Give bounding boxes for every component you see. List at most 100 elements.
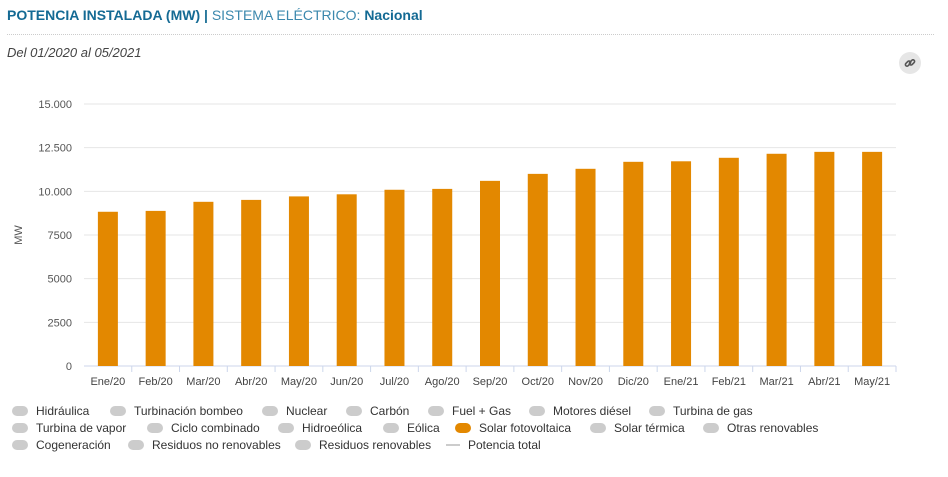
bar: [623, 161, 644, 366]
title-separator: |: [200, 7, 212, 23]
x-tick-label: May/21: [854, 376, 890, 388]
legend-swatch: [278, 423, 294, 433]
legend-item[interactable]: Ciclo combinado: [147, 421, 260, 435]
x-tick-label: Feb/21: [712, 376, 746, 388]
x-tick-label: Jul/20: [380, 376, 409, 388]
x-tick-label: Ago/20: [425, 376, 460, 388]
bar: [193, 201, 214, 366]
legend-label: Turbinación bombeo: [134, 404, 243, 418]
bar: [575, 168, 596, 366]
x-tick-label: Mar/20: [186, 376, 220, 388]
legend-swatch: [383, 423, 399, 433]
legend-label: Residuos renovables: [319, 438, 432, 452]
bar: [145, 210, 166, 366]
x-tick-label: Nov/20: [568, 376, 603, 388]
bar: [288, 196, 309, 366]
link-button[interactable]: [899, 52, 921, 74]
y-tick-label: 2500: [48, 317, 72, 329]
legend-item[interactable]: Hidráulica: [12, 404, 89, 418]
x-tick-label: May/20: [281, 376, 317, 388]
legend-label: Otras renovables: [727, 421, 819, 435]
system-label: SISTEMA ELÉCTRICO:: [211, 7, 365, 23]
legend-item[interactable]: Turbina de vapor: [12, 421, 126, 435]
legend-item[interactable]: Fuel + Gas: [428, 404, 511, 418]
legend-swatch: [110, 406, 126, 416]
legend-swatch: [12, 440, 28, 450]
system-value: Nacional: [364, 7, 423, 23]
legend-swatch: [703, 423, 719, 433]
x-tick-label: Abr/21: [808, 376, 840, 388]
legend-label: Eólica: [407, 421, 440, 435]
legend-item[interactable]: Cogeneración: [12, 438, 111, 452]
bar: [97, 211, 118, 366]
x-tick-label: Feb/20: [139, 376, 173, 388]
legend-label: Ciclo combinado: [171, 421, 260, 435]
bar: [336, 194, 357, 366]
legend-swatch: [590, 423, 606, 433]
legend-item[interactable]: Otras renovables: [703, 421, 818, 435]
y-tick-label: 10.000: [38, 186, 72, 198]
bar: [527, 173, 548, 366]
legend-label: Residuos no renovables: [152, 438, 281, 452]
legend-swatch: [262, 406, 278, 416]
legend-item[interactable]: Residuos no renovables: [128, 438, 281, 452]
legend-label: Hidráulica: [36, 404, 90, 418]
legend-item[interactable]: Eólica: [383, 421, 440, 435]
legend-item[interactable]: Turbinación bombeo: [110, 404, 243, 418]
x-tick-label: Ene/20: [90, 376, 125, 388]
legend-item[interactable]: Residuos renovables: [295, 438, 431, 452]
y-tick-label: 0: [66, 361, 72, 373]
bar: [384, 189, 405, 366]
bar: [432, 188, 453, 366]
y-tick-label: 5000: [48, 274, 72, 286]
legend-swatch: [12, 423, 28, 433]
legend-item[interactable]: Carbón: [346, 404, 409, 418]
bar: [480, 180, 500, 366]
bar-chart: 0 2500 5000 7500 10.000 12.500 15.000 MW Ene/20 F…: [13, 99, 897, 388]
bar: [814, 151, 835, 366]
y-tick-label: 12.500: [38, 143, 72, 155]
y-axis-label: MW: [13, 225, 25, 245]
legend-item[interactable]: Solar térmica: [590, 421, 685, 435]
legend-item[interactable]: Motores diésel: [529, 404, 631, 418]
bar: [766, 153, 787, 366]
period-label: Del 01/2020 al 05/2021: [7, 45, 142, 60]
legend-item[interactable]: Solar fotovoltaica: [455, 421, 571, 435]
legend-swatch: [428, 406, 444, 416]
legend-label: Carbón: [370, 404, 410, 418]
bar: [241, 199, 262, 366]
link-icon: [904, 59, 916, 67]
x-tick-label: Mar/21: [759, 376, 793, 388]
bar: [671, 161, 692, 366]
legend-label: Solar fotovoltaica: [479, 421, 572, 435]
legend-item[interactable]: Turbina de gas: [649, 404, 753, 418]
y-tick-label: 15.000: [38, 99, 72, 111]
legend-item[interactable]: Nuclear: [262, 404, 327, 418]
legend-label: Cogeneración: [36, 438, 111, 452]
legend-label: Turbina de vapor: [36, 421, 127, 435]
legend-swatch: [128, 440, 144, 450]
bar: [718, 157, 739, 366]
legend-swatch: [649, 406, 665, 416]
legend-swatch: [147, 423, 163, 433]
legend-swatch: [346, 406, 362, 416]
legend-swatch: [12, 406, 28, 416]
title-main: POTENCIA INSTALADA (MW): [7, 7, 201, 23]
legend-label: Potencia total: [468, 438, 541, 452]
y-tick-label: 7500: [48, 230, 72, 242]
x-tick-label: Dic/20: [618, 376, 649, 388]
x-tick-label: Oct/20: [522, 376, 554, 388]
x-tick-label: Jun/20: [330, 376, 363, 388]
x-tick-label: Abr/20: [235, 376, 267, 388]
legend-swatch: [295, 440, 311, 450]
legend-label: Motores diésel: [553, 404, 632, 418]
legend-label: Solar térmica: [614, 421, 685, 435]
legend-label: Turbina de gas: [673, 404, 753, 418]
legend-label: Nuclear: [286, 404, 328, 418]
legend-swatch: [529, 406, 545, 416]
legend-label: Fuel + Gas: [452, 404, 512, 418]
legend-item[interactable]: Hidroeólica: [278, 421, 362, 435]
legend-swatch: [455, 423, 471, 433]
legend-swatch: [446, 444, 460, 446]
legend-item[interactable]: Potencia total: [446, 438, 541, 452]
